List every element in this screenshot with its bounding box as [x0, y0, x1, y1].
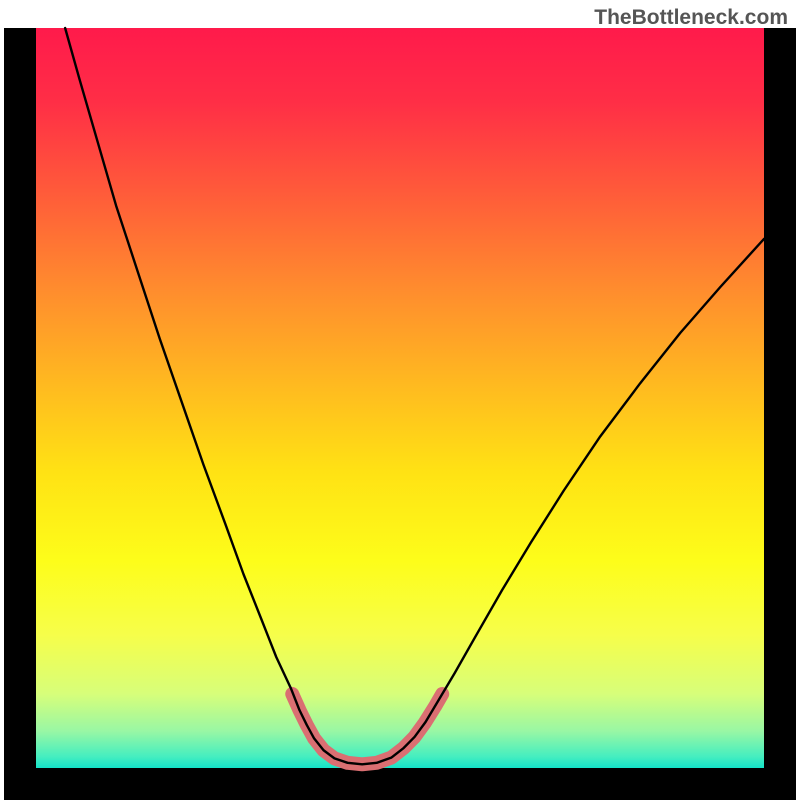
- chart-canvas: TheBottleneck.com: [0, 0, 800, 800]
- plot-gradient: [36, 28, 764, 768]
- attribution-text: TheBottleneck.com: [594, 6, 788, 30]
